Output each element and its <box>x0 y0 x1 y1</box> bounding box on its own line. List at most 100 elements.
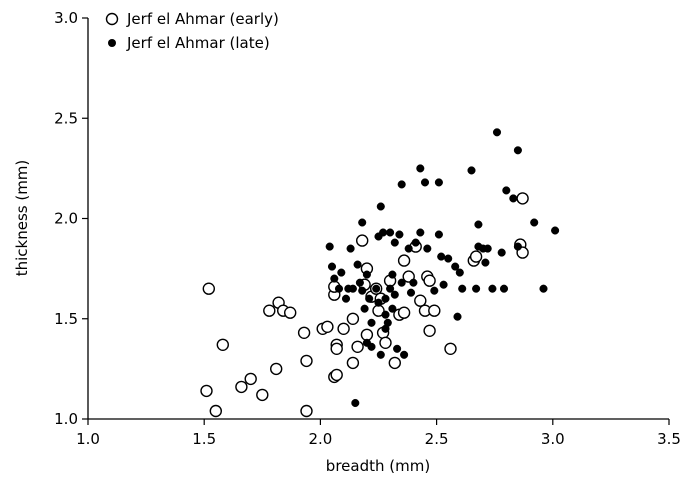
point-late <box>341 294 351 303</box>
point-early <box>209 404 223 418</box>
point-late <box>483 244 492 253</box>
point-late <box>397 278 406 287</box>
data-points <box>200 128 560 418</box>
point-late <box>358 286 367 295</box>
x-tick-label: 2.0 <box>308 430 332 448</box>
point-late <box>502 186 511 195</box>
point-early <box>516 192 529 205</box>
point-late <box>365 294 374 303</box>
point-late <box>393 344 402 353</box>
point-early <box>423 274 436 287</box>
point-early <box>284 306 297 319</box>
point-late <box>488 284 497 293</box>
point-late <box>379 228 388 237</box>
point-late <box>386 284 395 293</box>
point-late <box>327 262 337 271</box>
point-late <box>444 254 453 263</box>
point-late <box>513 146 522 155</box>
point-early <box>202 282 216 295</box>
point-late <box>355 278 364 287</box>
point-late <box>434 230 443 239</box>
point-late <box>430 286 439 295</box>
point-late <box>406 288 416 297</box>
point-late <box>372 284 381 293</box>
point-early <box>397 254 411 267</box>
legend: Jerf el Ahmar (early) Jerf el Ahmar (lat… <box>105 10 279 52</box>
point-late <box>390 290 399 299</box>
point-late <box>451 262 460 271</box>
x-tick-label: 3.0 <box>541 430 565 448</box>
point-late <box>404 244 413 253</box>
point-early <box>444 342 457 355</box>
point-late <box>499 284 509 293</box>
point-early <box>200 384 213 398</box>
point-late <box>492 128 502 137</box>
point-late <box>474 220 483 229</box>
point-late <box>388 304 397 313</box>
point-late <box>325 242 334 251</box>
point-early <box>414 294 427 307</box>
point-early <box>356 234 369 247</box>
point-early <box>346 312 360 325</box>
point-late <box>376 202 385 211</box>
point-early <box>256 388 269 402</box>
point-late <box>416 228 425 237</box>
y-ticks: 1.0 1.5 2.0 2.5 3.0 <box>54 9 88 428</box>
point-early <box>351 340 364 353</box>
point-late <box>348 284 357 293</box>
x-tick-label: 1.5 <box>192 430 216 448</box>
point-late <box>374 298 383 307</box>
point-late <box>411 238 420 247</box>
y-tick-label: 1.0 <box>54 410 78 428</box>
point-early <box>263 304 276 317</box>
point-late <box>437 252 446 261</box>
legend-label-early: Jerf el Ahmar (early) <box>126 10 279 28</box>
point-late <box>376 350 385 359</box>
point-late <box>330 274 339 283</box>
point-late <box>472 284 481 293</box>
point-late <box>481 258 490 267</box>
point-late <box>458 284 467 293</box>
point-late <box>467 166 476 175</box>
legend-marker-early <box>105 12 119 26</box>
point-early <box>330 342 343 355</box>
y-tick-label: 2.5 <box>54 109 78 127</box>
point-early <box>330 368 343 382</box>
point-late <box>423 244 432 253</box>
x-tick-label: 2.5 <box>425 430 449 448</box>
point-late <box>395 230 404 239</box>
point-late <box>397 180 406 189</box>
point-early <box>216 338 230 351</box>
point-late <box>509 194 518 203</box>
point-early <box>300 404 313 418</box>
point-early <box>360 328 374 341</box>
point-late <box>530 218 539 227</box>
point-early <box>379 336 392 349</box>
point-late <box>367 342 376 351</box>
point-late <box>360 304 369 313</box>
point-late <box>390 238 399 247</box>
point-late <box>353 260 362 269</box>
point-late <box>539 284 548 293</box>
point-early <box>388 356 401 370</box>
point-early <box>397 306 411 319</box>
point-late <box>420 178 430 187</box>
legend-marker-late <box>108 39 116 47</box>
point-late <box>334 284 344 293</box>
point-early <box>300 354 313 368</box>
point-late <box>455 268 464 277</box>
point-late <box>400 350 409 359</box>
point-early <box>428 304 441 317</box>
point-early <box>235 380 248 394</box>
point-late <box>409 278 418 287</box>
point-early <box>469 250 483 263</box>
point-late <box>383 318 392 327</box>
x-ticks: 1.0 1.5 2.0 2.5 3.0 3.5 <box>76 419 681 448</box>
point-late <box>551 226 560 235</box>
y-tick-label: 2.0 <box>54 210 78 228</box>
point-early <box>321 320 334 333</box>
point-early <box>337 322 350 335</box>
point-late <box>439 280 448 289</box>
